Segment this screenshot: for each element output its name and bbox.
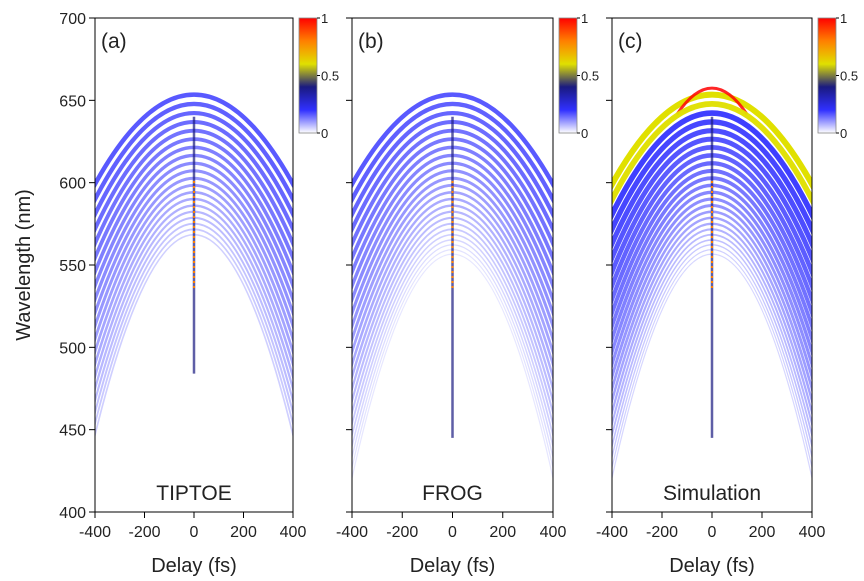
fringe [352,92,553,190]
colorbar [817,17,837,134]
colorbar-tick-label: 0.5 [840,69,858,84]
fringe [352,110,553,220]
y-tick-label: 700 [59,11,86,28]
x-tick-label: -400 [596,524,628,541]
x-tick-label: 0 [448,524,457,541]
y-tick-label: 550 [59,258,86,275]
panel-label: (a) [101,30,127,53]
x-tick-label: 200 [749,524,776,541]
spectrogram [612,86,812,481]
panel-annotation: TIPTOE [156,482,231,505]
colorbar-tick-label: 1 [840,11,847,26]
panel-annotation: Simulation [663,482,761,505]
x-tick-label: -200 [128,524,160,541]
colorbar [558,17,578,134]
fringe-core [675,86,749,116]
y-tick-label: 600 [59,176,86,193]
fringe [612,91,812,191]
x-tick-label: -400 [336,524,368,541]
y-tick-label: 500 [59,340,86,357]
fringe [612,110,812,221]
x-tick-label: -200 [386,524,418,541]
colorbar-tick-label: 0 [321,126,328,141]
x-tick-label: 0 [708,524,717,541]
panel-label: (c) [618,30,643,53]
fringe [612,101,812,206]
x-tick-label: 0 [190,524,199,541]
panel-annotation: FROG [422,482,483,505]
spectrogram [95,92,293,439]
colorbar-tick-label: 0 [581,126,588,141]
x-tick-label: 200 [230,524,257,541]
x-tick-label: -400 [79,524,111,541]
x-axis-label: Delay (fs) [410,555,496,577]
x-tick-label: 200 [489,524,516,541]
colorbar [298,17,318,134]
y-tick-label: 400 [59,505,86,522]
panel-label: (b) [358,30,384,53]
x-axis-label: Delay (fs) [669,555,755,577]
x-tick-label: 400 [280,524,307,541]
x-tick-label: 400 [540,524,567,541]
y-axis-label: Wavelength (nm) [13,189,35,341]
fringe [352,101,553,205]
spectrogram [352,92,553,481]
fringe [95,110,293,220]
x-tick-label: 400 [799,524,826,541]
x-axis-label: Delay (fs) [151,555,237,577]
colorbar-tick-label: 0.5 [321,69,339,84]
y-tick-label: 650 [59,93,86,110]
x-tick-label: -200 [646,524,678,541]
fringe [95,101,293,205]
y-tick-label: 450 [59,423,86,440]
colorbar-tick-label: 0 [840,126,847,141]
colorbar-tick-label: 1 [581,11,588,26]
fringe [95,92,293,189]
colorbar-tick-label: 1 [321,11,328,26]
colorbar-tick-label: 0.5 [581,69,599,84]
